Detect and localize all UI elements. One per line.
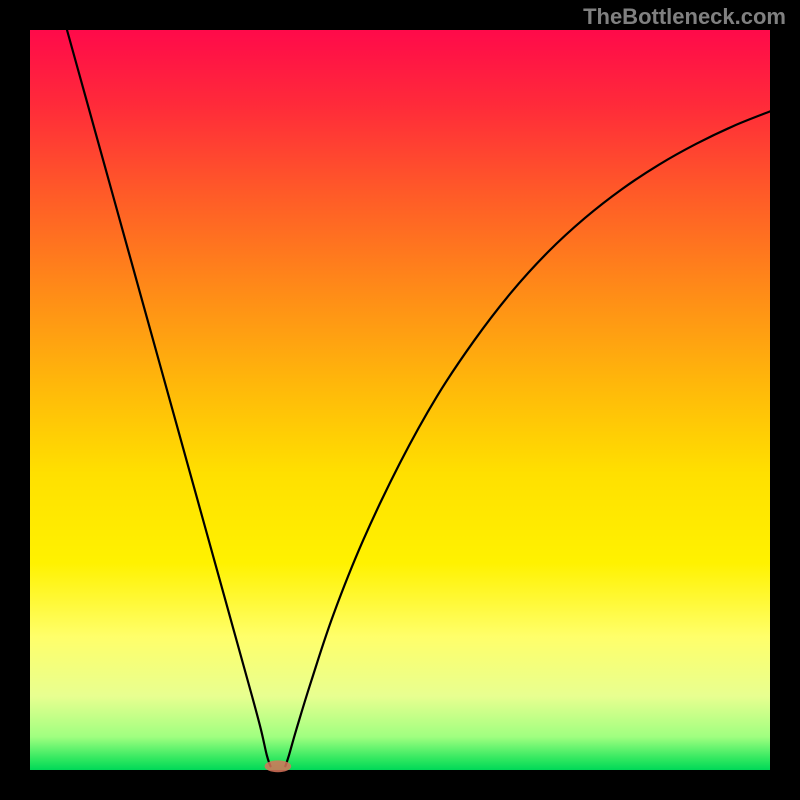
chart-container: TheBottleneck.com	[0, 0, 800, 800]
bottleneck-chart	[0, 0, 800, 800]
min-marker	[265, 760, 292, 772]
plot-area-background	[30, 30, 770, 770]
watermark-text: TheBottleneck.com	[583, 4, 786, 30]
